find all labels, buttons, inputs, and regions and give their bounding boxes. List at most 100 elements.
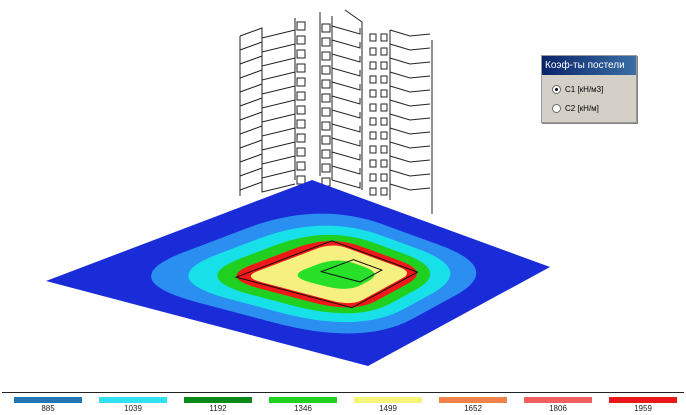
legend-swatch (439, 397, 507, 403)
foundation-slab (46, 180, 550, 366)
window (296, 161, 306, 171)
coefficient-panel: Коэф-ты постели C1 [кН/м3] C2 [кН/м] (541, 55, 637, 123)
floor-line (331, 137, 361, 147)
legend-label: 1192 (209, 404, 227, 413)
color-legend: 885 1039 1192 1346 1499 1652 1806 1959 (2, 392, 684, 415)
legend-swatch (99, 397, 167, 403)
window (321, 37, 331, 47)
radio-option-c2[interactable]: C2 [кН/м] (552, 101, 599, 115)
window (369, 75, 377, 84)
floor-line (239, 111, 296, 123)
window (296, 35, 306, 45)
legend-item: 1499 (354, 397, 422, 413)
floor-line (239, 153, 296, 165)
floor-line (389, 169, 431, 177)
floor-line (239, 41, 296, 53)
floor-line (389, 29, 431, 37)
floor-line (389, 155, 431, 163)
floor-line (239, 55, 296, 67)
window (369, 33, 377, 42)
window (380, 117, 388, 126)
window (380, 33, 388, 42)
legend-label: 1499 (379, 404, 397, 413)
window (369, 103, 377, 112)
window (296, 21, 306, 31)
floor-line (389, 113, 431, 121)
floor-line (389, 43, 431, 51)
radio-button-c1[interactable] (552, 84, 561, 94)
window (321, 163, 331, 173)
legend-swatch (14, 397, 82, 403)
legend-label: 1346 (294, 404, 312, 413)
floor-line (239, 27, 296, 39)
window (296, 49, 306, 59)
legend-item: 1959 (609, 397, 677, 413)
window (321, 93, 331, 103)
window (369, 187, 377, 196)
building-footprint (234, 240, 419, 309)
floor-line (389, 99, 431, 107)
window (296, 77, 306, 87)
legend-item: 1192 (184, 397, 252, 413)
building-model (239, 9, 433, 214)
floor-line (331, 179, 361, 189)
floor-line (239, 83, 296, 95)
legend-swatch (524, 397, 592, 403)
legend-label: 1806 (549, 404, 567, 413)
legend-item: 1652 (439, 397, 507, 413)
window (321, 135, 331, 145)
window (321, 65, 331, 75)
window (380, 173, 388, 182)
legend-swatch (609, 397, 677, 403)
window (369, 159, 377, 168)
window (369, 117, 377, 126)
radio-option-c1[interactable]: C1 [кН/м3] (552, 82, 603, 96)
floor-line (389, 127, 431, 135)
floor-line (331, 151, 361, 161)
floor-line (239, 139, 296, 151)
model-viewport[interactable] (0, 0, 686, 392)
floor-line (239, 167, 296, 179)
radio-button-c2[interactable] (552, 103, 561, 113)
window (369, 61, 377, 70)
window (380, 61, 388, 70)
floor-line (331, 81, 361, 91)
floor-line (331, 165, 361, 175)
legend-swatch (269, 397, 337, 403)
window (369, 131, 377, 140)
window (321, 149, 331, 159)
window (380, 89, 388, 98)
floor-line (389, 183, 431, 191)
window (296, 175, 306, 185)
window (321, 121, 331, 131)
window (380, 159, 388, 168)
floor-line (331, 109, 361, 119)
legend-item: 1039 (99, 397, 167, 413)
window (296, 119, 306, 129)
window (296, 63, 306, 73)
window (369, 89, 377, 98)
window (380, 187, 388, 196)
floor-line (239, 125, 296, 137)
window (321, 23, 331, 33)
floor-line (239, 97, 296, 109)
building-edge (344, 9, 363, 190)
floor-line (331, 95, 361, 105)
floor-line (331, 25, 361, 35)
window (369, 173, 377, 182)
window (321, 79, 331, 89)
window (380, 131, 388, 140)
floor-line (331, 39, 361, 49)
floor-line (389, 57, 431, 65)
floor-line (331, 67, 361, 77)
footprint-core (319, 259, 384, 283)
floor-line (389, 71, 431, 79)
floor-line (389, 85, 431, 93)
floor-line (239, 69, 296, 81)
legend-item: 1346 (269, 397, 337, 413)
legend-label: 1959 (634, 404, 652, 413)
floor-line (389, 141, 431, 149)
legend-item: 1806 (524, 397, 592, 413)
foundation-contour-plot (46, 9, 550, 366)
legend-label: 1652 (464, 404, 482, 413)
